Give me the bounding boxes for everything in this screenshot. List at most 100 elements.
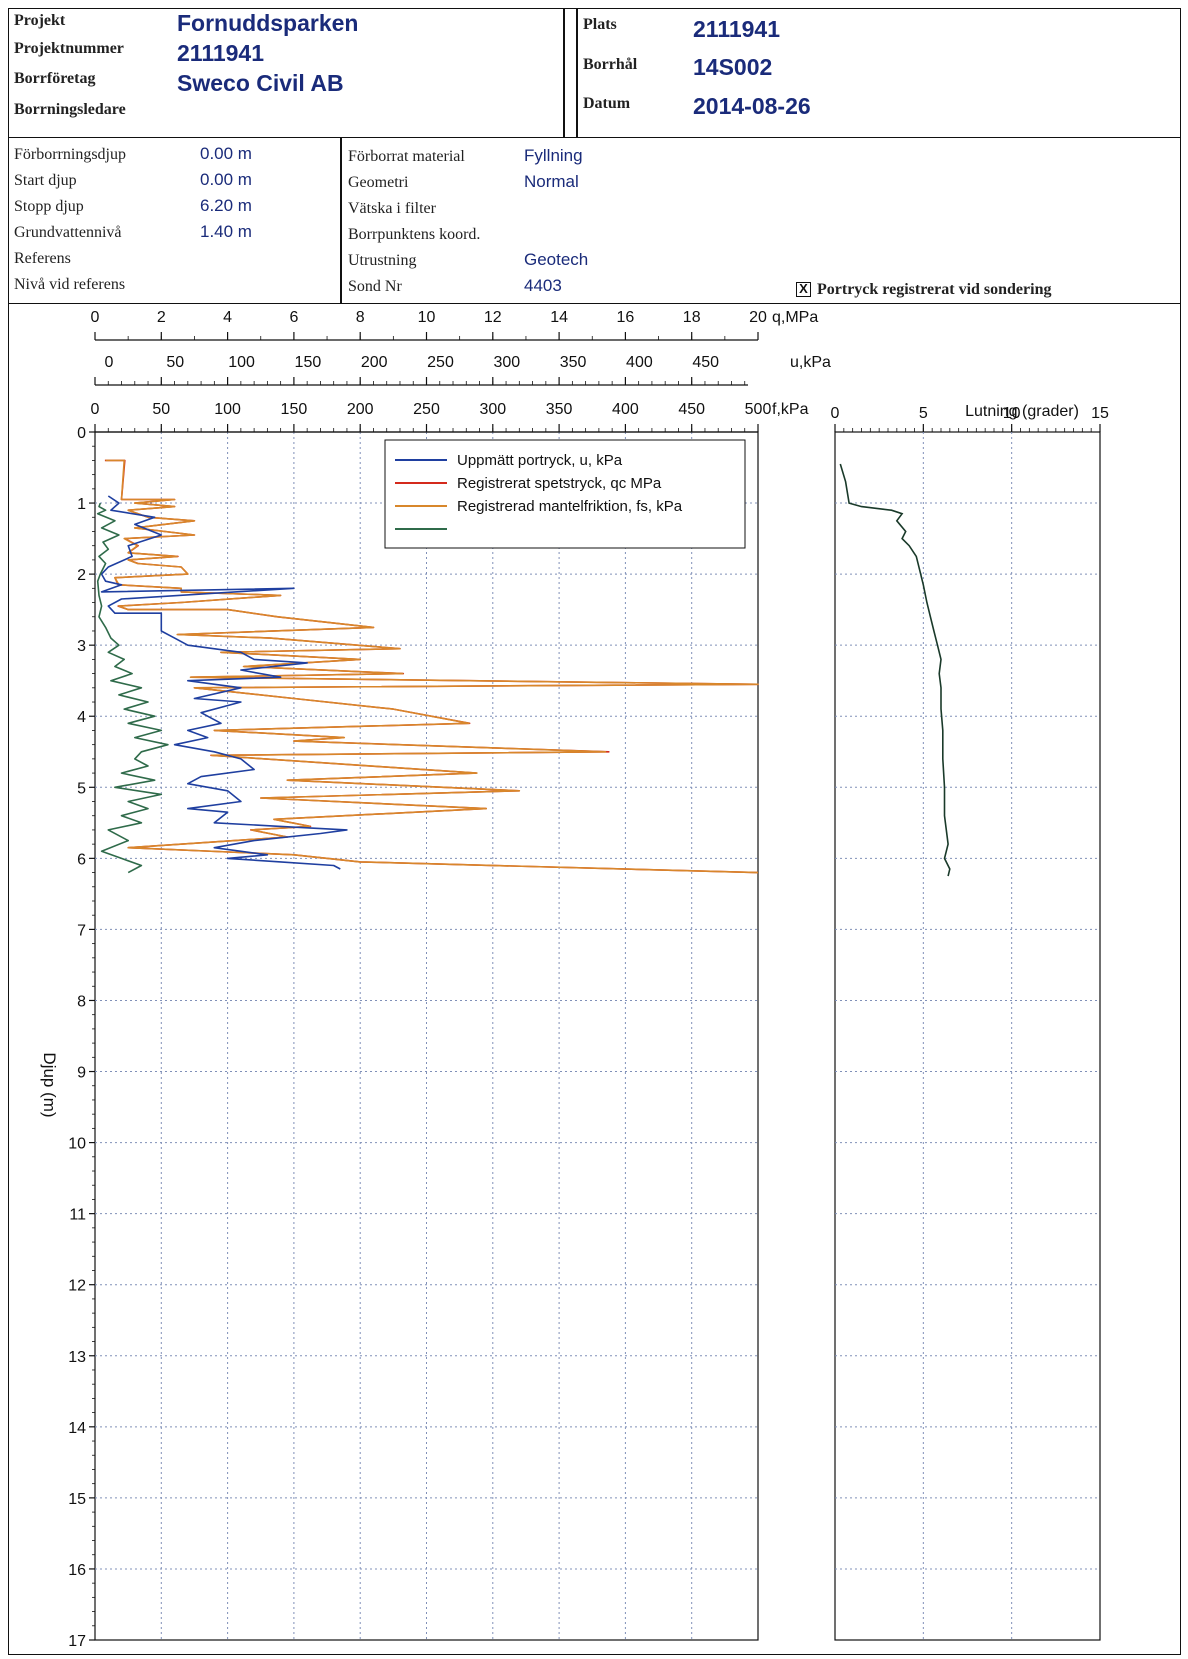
top-axis-unit: u,kPa (790, 354, 831, 371)
top-axis-tick-label: 18 (683, 309, 701, 326)
top-axis-tick-label: 8 (356, 309, 365, 326)
detail-label-stopp-djup: Stopp djup (14, 198, 84, 215)
y-tick-label: 8 (77, 993, 86, 1010)
borrforetag-label: Borrföretag (14, 70, 96, 87)
top-axis-tick-label: 50 (166, 354, 184, 371)
top-axis-tick-label: 14 (550, 309, 568, 326)
portryck-label: Portryck registrerat vid sondering (817, 281, 1052, 298)
top-axis-tick-label: 300 (493, 354, 520, 371)
plats-label: Plats (583, 16, 617, 33)
detail-value-start-djup: 0.00 m (200, 170, 252, 189)
lutning-title: Lutning (grader) (965, 403, 1079, 420)
lutning-tick-label: 5 (919, 405, 928, 422)
detail-value-sond-nr: 4403 (524, 276, 562, 295)
y-tick-label: 17 (68, 1633, 86, 1650)
detail-label-vatska-i-filter: Vätska i filter (348, 200, 436, 217)
top-axis-tick-label: 300 (479, 401, 506, 418)
top-axis-tick-label: 6 (289, 309, 298, 326)
lutning-series (839, 463, 951, 877)
detail-label-utrustning: Utrustning (348, 252, 417, 269)
y-tick-label: 11 (69, 1207, 86, 1224)
detail-value-utrustning: Geotech (524, 250, 589, 269)
series-line (105, 459, 759, 874)
top-axis-tick-label: 350 (546, 401, 573, 418)
top-axis-tick-label: 350 (560, 354, 587, 371)
top-axis-tick-label: 250 (427, 354, 454, 371)
top-axis-tick-label: 500 (745, 401, 772, 418)
top-axis-tick-label: 12 (484, 309, 502, 326)
lutning-tick-label: 15 (1091, 405, 1109, 422)
y-tick-label: 12 (68, 1278, 86, 1295)
y-tick-label: 3 (77, 638, 86, 655)
detail-label-grundvattenniva: Grundvattennivå (14, 224, 122, 241)
detail-label-forborrat-material: Förborrat material (348, 148, 465, 165)
borrforetag-value: Sweco Civil AB (177, 70, 344, 96)
top-axis-tick-label: 20 (749, 309, 767, 326)
top-axis-tick-label: 400 (612, 401, 639, 418)
detail-value-forborrat-material: Fyllning (524, 146, 583, 165)
projektnummer-label: Projektnummer (14, 40, 124, 57)
detail-label-niva-vid-referens: Nivå vid referens (14, 276, 126, 293)
top-axis-tick-label: 50 (152, 401, 170, 418)
top-axis-tick-label: 450 (678, 401, 705, 418)
legend-label: Registrerat spetstryck, qc MPa (457, 475, 662, 492)
y-tick-label: 16 (68, 1562, 86, 1579)
y-tick-label: 5 (77, 780, 86, 797)
main-grid (94, 431, 759, 1641)
projektnummer-value: 2111941 (177, 40, 265, 66)
top-axis-unit: f,kPa (772, 401, 809, 418)
borrhal-label: Borrhål (583, 56, 638, 73)
top-axis-tick-label: 400 (626, 354, 653, 371)
header-divider (563, 8, 565, 138)
top-axis-tick-label: 16 (617, 309, 635, 326)
details-divider (340, 137, 342, 304)
y-tick-label: 9 (77, 1065, 86, 1082)
main-series (96, 459, 759, 874)
top-axis-tick-label: 2 (157, 309, 166, 326)
y-tick-label: 6 (77, 851, 86, 868)
details-box (8, 137, 1181, 304)
detail-value-grundvattenniva: 1.40 m (200, 222, 252, 241)
projekt-label: Projekt (14, 12, 66, 29)
borrhal-value: 14S002 (693, 54, 773, 80)
y-tick-label: 15 (68, 1491, 86, 1508)
legend-label: Uppmätt portryck, u, kPa (457, 452, 623, 469)
legend: Uppmätt portryck, u, kPa Registrerat spet… (384, 439, 746, 549)
top-axis-tick-label: 150 (295, 354, 322, 371)
top-axis-tick-label: 200 (347, 401, 374, 418)
series-line (96, 502, 169, 874)
portryck-checkbox[interactable]: X (796, 282, 811, 297)
y-tick-label: 14 (68, 1420, 86, 1437)
top-axis-tick-label: 0 (91, 401, 100, 418)
projekt-value: Fornuddsparken (177, 10, 359, 36)
y-tick-label: 13 (68, 1349, 86, 1366)
detail-label-geometri: Geometri (348, 174, 409, 191)
top-axis-tick-label: 100 (228, 354, 255, 371)
detail-value-stopp-djup: 6.20 m (200, 196, 252, 215)
detail-label-sond-nr: Sond Nr (348, 278, 402, 295)
detail-label-forborrningsdjup: Förborrningsdjup (14, 146, 126, 163)
top-axis-tick-label: 100 (214, 401, 241, 418)
plats-value: 2111941 (693, 16, 781, 42)
chart-frame (8, 303, 1181, 1655)
y-tick-label: 2 (77, 567, 86, 584)
borrningsledare-label: Borrningsledare (14, 101, 126, 118)
y-tick-label: 4 (77, 709, 86, 726)
y-tick-label: 7 (77, 922, 86, 939)
y-tick-label: 10 (68, 1136, 86, 1153)
lutning-tick-label: 0 (831, 405, 840, 422)
header-divider-2 (576, 8, 578, 138)
lutning-tick-label: 10 (1003, 405, 1021, 422)
detail-value-forborrningsdjup: 0.00 m (200, 144, 252, 163)
detail-value-geometri: Normal (524, 172, 579, 191)
y-tick-label: 0 (77, 425, 86, 442)
datum-label: Datum (583, 95, 631, 112)
lutning-frame (834, 431, 1101, 1641)
detail-label-referens: Referens (14, 250, 71, 267)
lutning-line (839, 463, 951, 877)
top-axis-tick-label: 450 (692, 354, 719, 371)
top-axis-tick-label: 250 (413, 401, 440, 418)
series-line (100, 495, 348, 870)
